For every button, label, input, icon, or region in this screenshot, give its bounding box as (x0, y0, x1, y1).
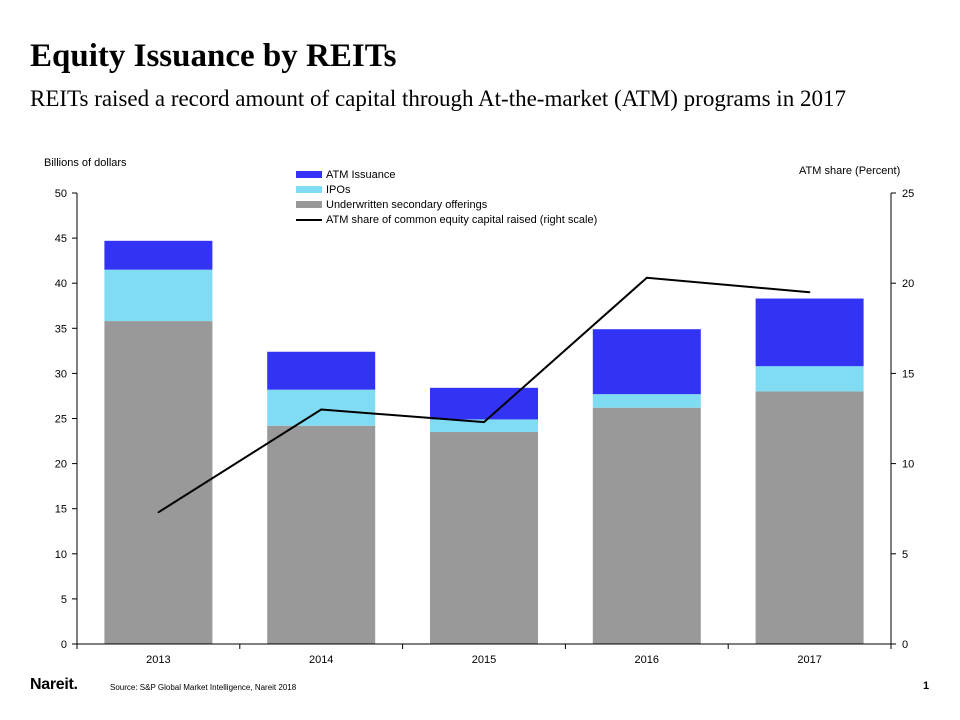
bar-2013-series-1 (104, 269, 213, 322)
bar-2017-series-2 (755, 298, 864, 367)
bar-2014-series-2 (267, 351, 376, 390)
atm-share-point-2013 (157, 511, 160, 514)
chart-legend: ATM Issuance IPOs Underwritten secondary… (296, 167, 597, 227)
bar-2017-series-1 (755, 366, 864, 392)
right-tick-label-0: 0 (902, 639, 908, 651)
bar-2014-series-0 (267, 425, 376, 644)
legend-swatch-secondary (296, 201, 322, 208)
left-tick-label-40: 40 (55, 278, 67, 290)
left-tick-label-25: 25 (55, 414, 67, 426)
x-tick-label-2014: 2014 (309, 654, 333, 666)
legend-item-secondary: Underwritten secondary offerings (296, 197, 597, 212)
legend-label-atm: ATM Issuance (326, 168, 396, 181)
legend-label-atm-share: ATM share of common equity capital raise… (326, 213, 598, 226)
left-tick-label-5: 5 (61, 594, 67, 606)
legend-swatch-atm (296, 171, 322, 178)
atm-share-point-2014 (320, 408, 323, 411)
atm-share-point-2016 (646, 276, 648, 279)
left-tick-label-30: 30 (55, 368, 67, 380)
right-tick-label-10: 10 (902, 459, 914, 471)
legend-item-atm-share: ATM share of common equity capital raise… (296, 212, 597, 227)
x-tick-label-2015: 2015 (472, 654, 496, 666)
chart-title: Equity Issuance by REITs (30, 38, 397, 74)
bar-2013-series-2 (104, 240, 213, 270)
left-tick-label-15: 15 (55, 504, 67, 516)
right-axis-title: ATM share (Percent) (799, 165, 901, 177)
left-tick-label-50: 50 (55, 188, 67, 200)
legend-label-secondary: Underwritten secondary offerings (326, 198, 488, 211)
left-tick-label-0: 0 (61, 639, 67, 651)
atm-share-point-2015 (483, 421, 485, 423)
bar-2017-series-0 (755, 391, 864, 644)
legend-item-ipos: IPOs (296, 182, 597, 197)
source-note: Source: S&P Global Market Intelligence, … (110, 683, 297, 692)
page-number: 1 (923, 680, 930, 692)
right-tick-label-5: 5 (902, 549, 908, 561)
bar-2016-series-1 (592, 394, 701, 408)
right-tick-label-25: 25 (902, 188, 914, 200)
right-tick-label-15: 15 (902, 368, 914, 380)
legend-swatch-atm-share (296, 218, 322, 221)
atm-share-point-2017 (808, 291, 811, 294)
nareit-logo: Nareit. (30, 676, 78, 693)
legend-item-atm-issuance: ATM Issuance (296, 167, 597, 182)
left-tick-label-20: 20 (55, 459, 67, 471)
legend-swatch-ipos (296, 186, 322, 193)
left-tick-label-35: 35 (55, 323, 67, 335)
chart-subtitle: REITs raised a record amount of capital … (30, 86, 846, 111)
x-tick-label-2017: 2017 (797, 654, 821, 666)
left-axis-title: Billions of dollars (44, 157, 127, 169)
left-tick-label-10: 10 (55, 549, 67, 561)
x-tick-label-2016: 2016 (635, 654, 659, 666)
x-tick-label-2013: 2013 (146, 654, 170, 666)
bar-2014-series-1 (267, 389, 376, 426)
bar-2013-series-0 (104, 321, 213, 644)
bar-2016-series-0 (592, 407, 701, 644)
left-tick-label-45: 45 (55, 233, 67, 245)
legend-label-ipos: IPOs (326, 183, 351, 196)
bar-2015-series-2 (430, 387, 538, 420)
right-tick-label-20: 20 (902, 278, 914, 290)
bar-2015-series-1 (430, 419, 538, 433)
bar-2015-series-0 (430, 432, 538, 644)
bar-2016-series-2 (592, 329, 701, 395)
